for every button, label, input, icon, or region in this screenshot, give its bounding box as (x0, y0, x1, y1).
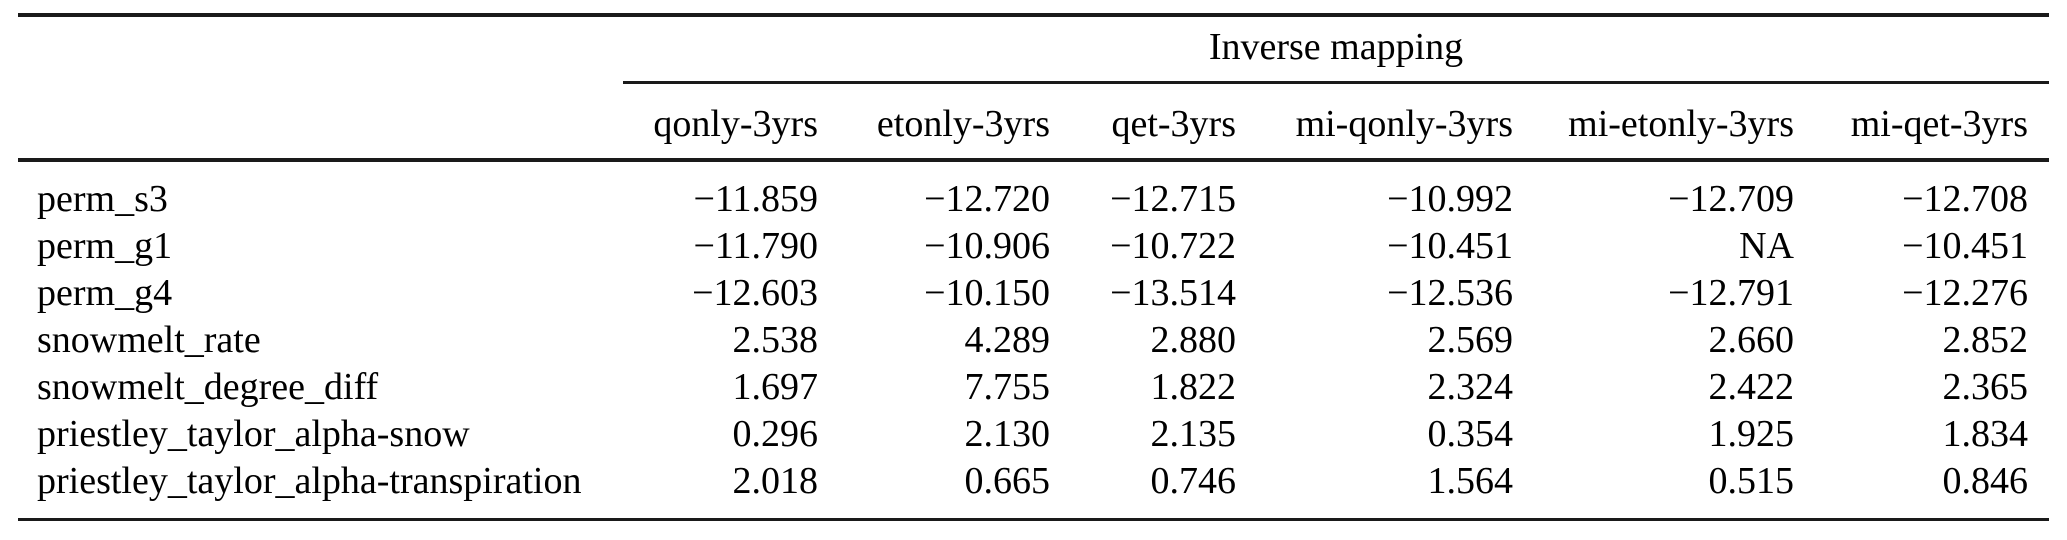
table-body: perm_s3 −11.859 −12.720 −12.715 −10.992 … (18, 176, 2028, 505)
spanner-header: Inverse mapping (1208, 26, 1464, 68)
table-cell: 0.515 (1708, 460, 1795, 502)
table-cell: −10.906 (924, 225, 1050, 267)
table-cell: −10.150 (924, 272, 1050, 314)
col-header-qet-3yrs: qet-3yrs (1111, 103, 1236, 145)
col-header-etonly-3yrs: etonly-3yrs (876, 103, 1050, 145)
table-cell: −12.709 (1668, 178, 1794, 220)
table-cell: 7.755 (964, 366, 1051, 408)
table-cell: 2.538 (732, 319, 819, 361)
table-row: priestley_taylor_alpha-transpiration 2.0… (18, 458, 2028, 505)
table-bottom-rule (18, 518, 2049, 521)
table-cell: 2.422 (1708, 366, 1795, 408)
table-mid-rule (18, 158, 2049, 162)
row-label: priestley_taylor_alpha-snow (37, 413, 470, 455)
table-cell: −12.603 (692, 272, 818, 314)
table-cell: −12.276 (1902, 272, 2028, 314)
spanner-rule (623, 81, 2049, 84)
table-cell: −10.722 (1110, 225, 1236, 267)
table-cell: −11.790 (693, 225, 818, 267)
table-cell: −10.451 (1902, 225, 2028, 267)
table-cell: −12.791 (1668, 272, 1794, 314)
table-cell: −12.708 (1902, 178, 2028, 220)
table-cell: 2.365 (1942, 366, 2029, 408)
stub-header (18, 101, 600, 148)
row-label: snowmelt_degree_diff (37, 366, 379, 408)
table-cell: 0.746 (1150, 460, 1237, 502)
table-cell: −11.859 (693, 178, 818, 220)
table-cell: −12.536 (1387, 272, 1513, 314)
table-row: priestley_taylor_alpha-snow 0.296 2.130 … (18, 411, 2028, 458)
table-cell: 2.569 (1427, 319, 1514, 361)
table-cell: 1.697 (732, 366, 819, 408)
table-row: snowmelt_rate 2.538 4.289 2.880 2.569 2.… (18, 317, 2028, 364)
table-cell: 0.354 (1427, 413, 1514, 455)
row-label: priestley_taylor_alpha-transpiration (37, 460, 582, 502)
row-label: perm_g1 (37, 225, 173, 267)
table-cell: −13.514 (1110, 272, 1236, 314)
table-cell: 2.135 (1150, 413, 1237, 455)
table-cell: 1.925 (1708, 413, 1795, 455)
table-cell: 2.660 (1708, 319, 1795, 361)
table-top-rule (18, 13, 2049, 17)
col-header-mi-qonly-3yrs: mi-qonly-3yrs (1295, 103, 1513, 145)
table-cell: 0.665 (964, 460, 1051, 502)
col-header-mi-qet-3yrs: mi-qet-3yrs (1850, 103, 2028, 145)
table-cell: 2.130 (964, 413, 1051, 455)
table-cell: 2.324 (1427, 366, 1514, 408)
table-row: snowmelt_degree_diff 1.697 7.755 1.822 2… (18, 364, 2028, 411)
col-header-mi-etonly-3yrs: mi-etonly-3yrs (1568, 103, 1794, 145)
table-cell: 1.564 (1427, 460, 1514, 502)
row-label: perm_s3 (37, 178, 168, 220)
table-cell: −10.451 (1387, 225, 1513, 267)
table-cell: 1.822 (1150, 366, 1237, 408)
table-cell: 2.880 (1150, 319, 1237, 361)
col-header-qonly-3yrs: qonly-3yrs (653, 103, 818, 145)
table-cell: −12.715 (1110, 178, 1236, 220)
table-row: perm_g4 −12.603 −10.150 −13.514 −12.536 … (18, 270, 2028, 317)
table-row: perm_g1 −11.790 −10.906 −10.722 −10.451 … (18, 223, 2028, 270)
table-cell: 1.834 (1942, 413, 2029, 455)
row-label: snowmelt_rate (37, 319, 261, 361)
table-cell: 0.296 (732, 413, 819, 455)
table-row: perm_s3 −11.859 −12.720 −12.715 −10.992 … (18, 176, 2028, 223)
table-cell: 2.018 (732, 460, 819, 502)
table-cell: 4.289 (964, 319, 1051, 361)
table-cell: −10.992 (1387, 178, 1513, 220)
row-label: perm_g4 (37, 272, 173, 314)
column-header-row: qonly-3yrs etonly-3yrs qet-3yrs mi-qonly… (18, 101, 2028, 148)
table-cell: 0.846 (1942, 460, 2029, 502)
table-cell: NA (1739, 225, 1794, 267)
table-cell: −12.720 (924, 178, 1050, 220)
table-cell: 2.852 (1942, 319, 2029, 361)
